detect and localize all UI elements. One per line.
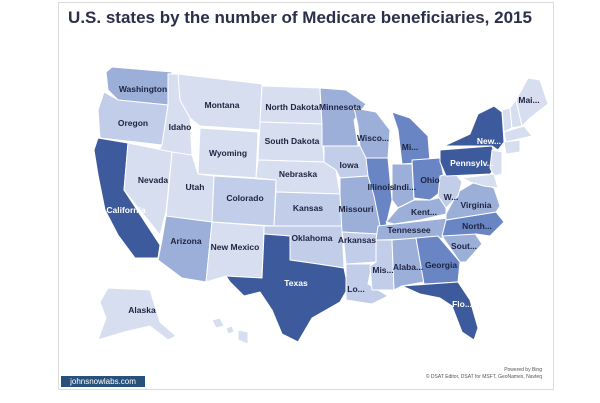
- label-idaho: Idaho: [169, 122, 192, 132]
- state-nevada[interactable]: [123, 142, 173, 236]
- state-maine[interactable]: [515, 77, 549, 127]
- label-florida: Flo...: [452, 299, 472, 309]
- label-georgia: Georgia: [425, 260, 457, 270]
- map-title: U.S. states by the number of Medicare be…: [68, 8, 532, 27]
- label-colorado: Colorado: [226, 193, 263, 203]
- label-utah: Utah: [186, 182, 205, 192]
- label-indiana: Indi...: [394, 182, 416, 192]
- state-hawaii-3[interactable]: [237, 329, 249, 345]
- map-attribution: Powered by Bing © DSAT Editor, DSAT for …: [426, 367, 542, 380]
- label-iowa: Iowa: [340, 160, 359, 170]
- label-michigan: Mi...: [402, 142, 419, 152]
- label-new-york: New...: [477, 136, 501, 146]
- state-georgia[interactable]: [415, 235, 461, 285]
- brand-link[interactable]: johnsnowlabs.com: [61, 376, 145, 387]
- label-south-dakota: South Dakota: [265, 136, 320, 146]
- state-maryland[interactable]: [461, 173, 499, 189]
- label-ohio: Ohio: [420, 175, 439, 185]
- state-texas[interactable]: [225, 233, 349, 343]
- state-massachusetts[interactable]: [503, 125, 533, 143]
- label-mississippi: Mis...: [372, 265, 393, 275]
- label-tennessee: Tennessee: [387, 225, 431, 235]
- label-south-carolina: Sout...: [451, 241, 477, 251]
- label-california: California: [106, 205, 145, 215]
- label-virginia: Virginia: [460, 200, 491, 210]
- label-illinois: Illinois: [368, 182, 395, 192]
- state-connecticut[interactable]: [503, 139, 521, 155]
- label-texas: Texas: [284, 278, 308, 288]
- state-virginia[interactable]: [445, 179, 501, 221]
- state-alaska[interactable]: [97, 287, 177, 341]
- attribution-sources: © DSAT Editor, DSAT for MSFT, GeoNames, …: [425, 373, 542, 380]
- state-louisiana[interactable]: [345, 263, 389, 305]
- state-arizona[interactable]: [157, 215, 213, 283]
- state-hawaii-1[interactable]: [211, 317, 225, 329]
- state-new-mexico[interactable]: [205, 221, 265, 283]
- label-minnesota: Minnesota: [319, 102, 361, 112]
- label-west-virginia: W...: [444, 192, 459, 202]
- state-new-jersey[interactable]: [489, 149, 503, 177]
- label-kansas: Kansas: [293, 203, 324, 213]
- label-pennsylvania: Pennsylv...: [450, 158, 494, 168]
- label-montana: Montana: [205, 100, 240, 110]
- state-labels: Washington Oregon Idaho Montana North Da…: [106, 84, 539, 315]
- state-alabama[interactable]: [391, 237, 425, 291]
- label-nebraska: Nebraska: [279, 169, 318, 179]
- label-wisconsin: Wisco...: [357, 133, 389, 143]
- attribution-powered-by: Powered by Bing: [504, 367, 542, 373]
- state-hawaii-2[interactable]: [225, 325, 235, 335]
- label-louisiana: Lo...: [347, 284, 364, 294]
- label-wyoming: Wyoming: [209, 148, 247, 158]
- label-maine: Mai...: [518, 95, 539, 105]
- state-montana[interactable]: [177, 73, 263, 131]
- label-oklahoma: Oklahoma: [291, 233, 332, 243]
- label-north-dakota: North Dakota: [265, 102, 319, 112]
- label-north-carolina: North...: [462, 221, 492, 231]
- label-alaska: Alaska: [128, 305, 156, 315]
- state-arkansas[interactable]: [341, 231, 379, 265]
- label-new-mexico: New Mexico: [211, 242, 260, 252]
- label-oregon: Oregon: [118, 118, 148, 128]
- state-michigan[interactable]: [391, 111, 431, 165]
- label-alabama: Alaba...: [393, 262, 423, 272]
- label-missouri: Missouri: [339, 204, 374, 214]
- label-washington: Washington: [119, 84, 167, 94]
- label-arkansas: Arkansas: [338, 235, 377, 245]
- label-arizona: Arizona: [170, 236, 201, 246]
- state-florida[interactable]: [401, 281, 479, 341]
- state-minnesota[interactable]: [319, 87, 367, 147]
- label-nevada: Nevada: [138, 175, 169, 185]
- label-kentucky: Kent...: [411, 207, 437, 217]
